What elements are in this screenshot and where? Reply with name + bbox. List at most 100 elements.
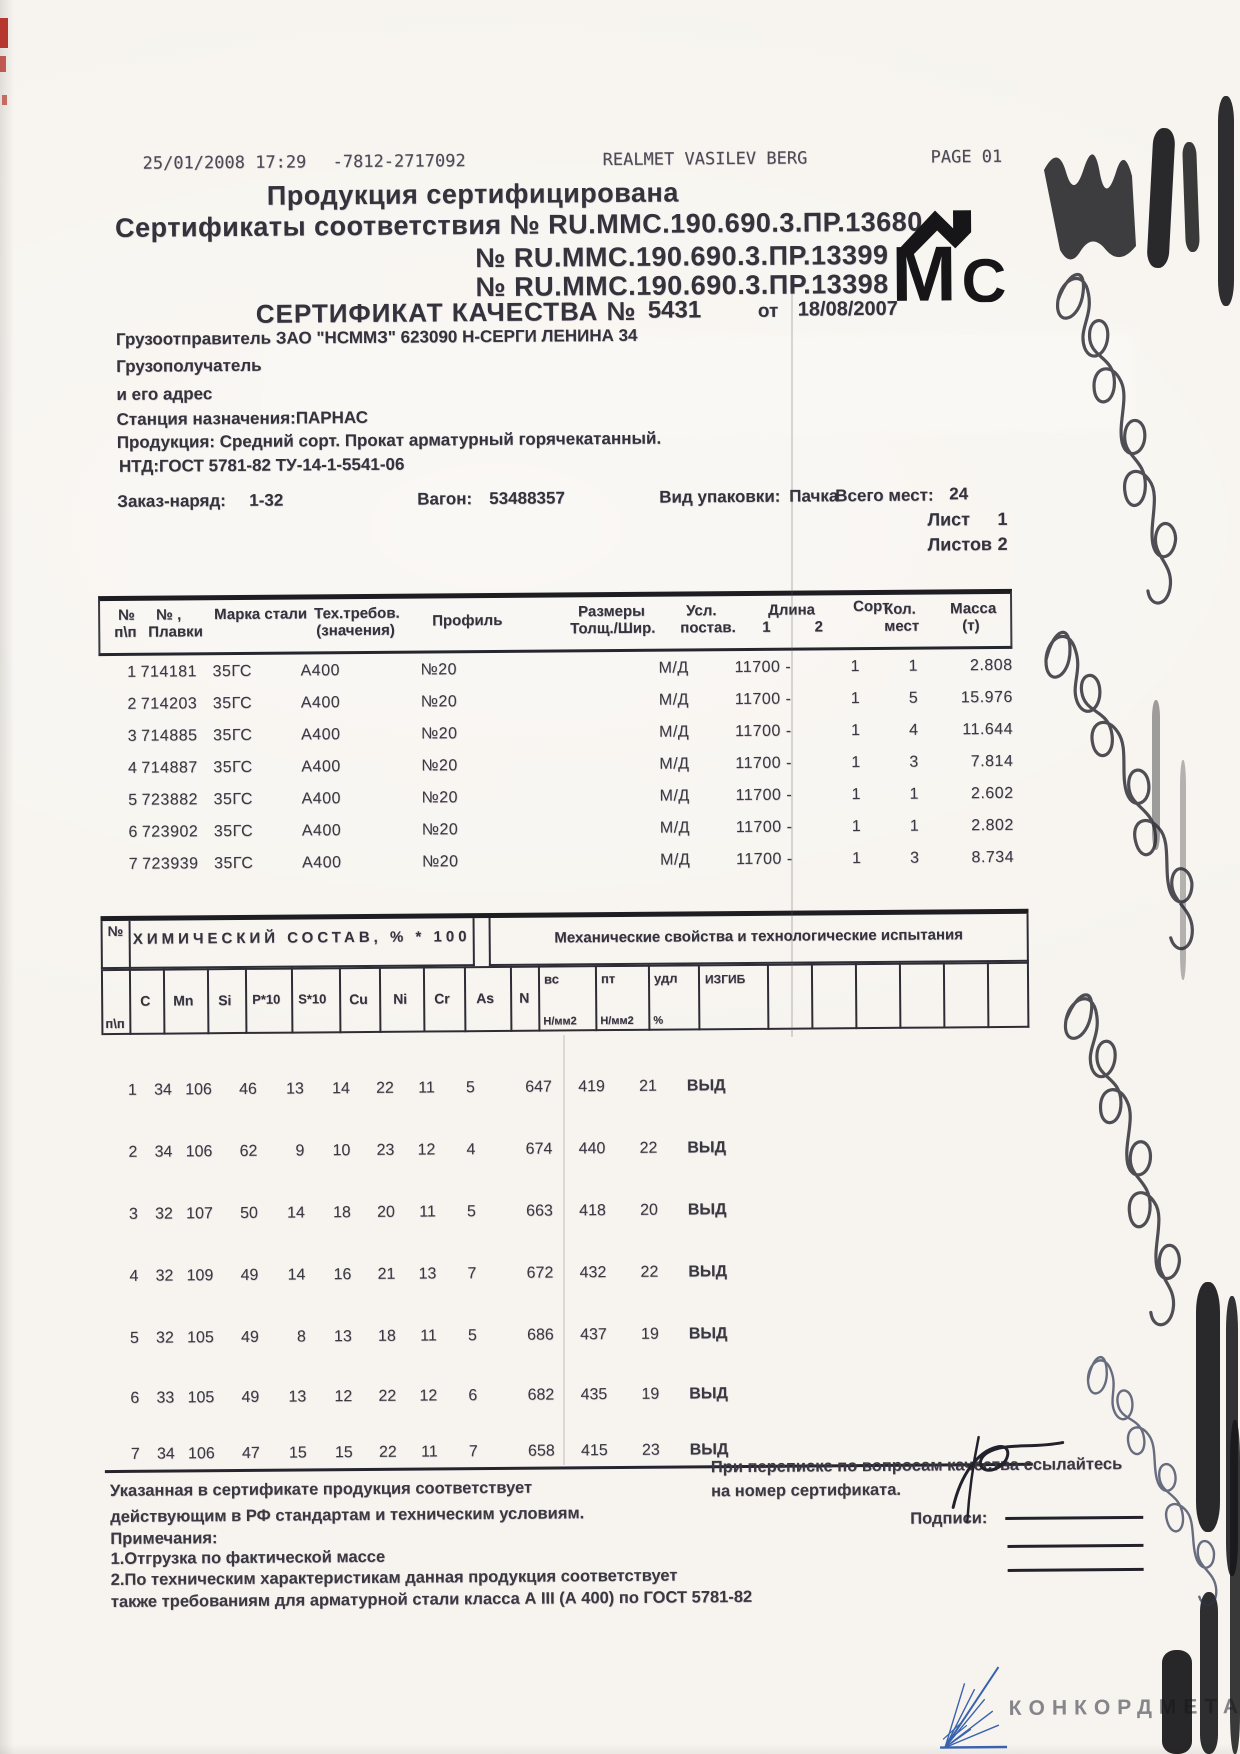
signature-line-3 (1007, 1567, 1144, 1572)
chem-table-columns-row: п\п C Mn Si P*10 S*10 Cu Ni Cr As N вс Н/… (100, 961, 1030, 1036)
notes-label: Примечания: (110, 1529, 218, 1549)
sheet-label: Лист (927, 509, 971, 530)
fax-id: -7812-2717092 (332, 151, 466, 173)
col-element-mn: Mn (164, 968, 210, 1035)
order-label: Заказ-наряд: (117, 491, 226, 511)
col-qty: Кол. мест (884, 600, 920, 635)
ntd-line: НТД:ГОСТ 5781-82 ТУ-14-1-5541-06 (118, 454, 405, 476)
col-size: Размеры Толщ./Шир. (570, 602, 656, 638)
destination-station: Станция назначения:ПАРНАС (116, 407, 369, 429)
melt-row-3: 3 714885 35ГС А400 №20 М/Д 11700 -1 4 11.644 (127, 720, 1014, 745)
sheet-value: 1 (997, 508, 1008, 530)
certificate-date-prefix: от (757, 300, 779, 322)
chem-table-title-row: № ХИМИЧЕСКИЙ СОСТАВ, % * 100 Механически… (100, 913, 1029, 970)
fax-streak (1162, 1650, 1192, 1754)
fax-sender: REALMET VASILEV BERG (602, 148, 808, 171)
note-1: 1.Отгрузка по фактической массе (110, 1547, 386, 1569)
fold-crease-lower (563, 1035, 565, 1465)
fax-streak (1230, 1420, 1240, 1754)
shipper-line: Грузоотправитель ЗАО "НСММЗ" 623090 Н-СЕ… (115, 325, 638, 349)
fax-streak (1200, 1592, 1218, 1754)
melt-row-1: 1 714181 35ГС А400 №20 М/Д 11700 -1 1 2.808 (127, 656, 1013, 681)
col-mech-vs: вс Н/мм2 (539, 965, 598, 1032)
product-line: Продукция: Средний сорт. Прокат арматурн… (116, 428, 662, 452)
handwritten-signature (951, 1435, 1065, 1523)
melt-row-4: 4 714887 35ГС А400 №20 М/Д 11700 -1 3 7.814 (127, 752, 1014, 777)
consignee-address-label: и его адрес (116, 384, 213, 404)
chem-row-4: 4 32 109 49 14 16 21 13 7 672 432 22 ВЫД (129, 1263, 728, 1285)
col-grade: Марка стали (214, 605, 308, 624)
packing-value: Пачка (789, 486, 839, 506)
col-conditions: Усл. постав. (680, 602, 736, 637)
col-element-p10: P*10 (246, 967, 294, 1034)
chem-row-5: 5 32 105 49 8 13 18 11 5 686 437 19 ВЫД (129, 1325, 728, 1347)
scan-edge-mark (0, 18, 8, 48)
melt-row-5: 5 723882 35ГС А400 №20 М/Д 11700 -1 1 2.602 (128, 784, 1014, 809)
total-places-label: Всего мест: (835, 485, 934, 506)
fax-streak (1152, 700, 1160, 850)
scan-edge-mark (2, 95, 7, 105)
col-element-as: As (465, 965, 513, 1033)
chem-row-6: 6 33 105 49 13 12 22 12 6 682 435 19 ВЫД (130, 1385, 728, 1407)
col-empty-5 (944, 962, 990, 1029)
melt-table-header: № п\п № , Плавки Марка стали Тех.требов. (з… (97, 588, 1013, 657)
sail-logo-icon (936, 1661, 1017, 1752)
col-mass: Масса (т) (950, 600, 997, 635)
chem-row-3: 3 32 107 50 14 18 20 11 5 663 418 20 ВЫД (128, 1201, 727, 1223)
col-chem-n: п\п (102, 968, 132, 1036)
melt-row-7: 7 723939 35ГС А400 №20 М/Д 11700 -1 3 8.734 (128, 848, 1015, 873)
scan-edge-mark (0, 56, 6, 72)
svg-text:С: С (961, 247, 1006, 303)
packing-label: Вид упаковки: (659, 486, 781, 507)
certificate-title: СЕРТИФИКАТ КАЧЕСТВА № (255, 295, 637, 329)
footer-left-2: действующим в РФ стандартам и технически… (110, 1504, 585, 1527)
signature-line-2 (1007, 1543, 1144, 1548)
col-n: № п\п (114, 606, 137, 641)
chem-row-1: 1 34 106 46 13 14 22 11 5 647 419 21 ВЫД (127, 1077, 726, 1099)
fax-streak (1196, 1282, 1220, 1532)
col-empty-6 (988, 961, 1030, 1029)
col-empty-3 (856, 962, 902, 1030)
sheets-value: 2 (997, 533, 1008, 555)
col-element-ni: Ni (380, 966, 426, 1033)
chem-composition-title: ХИМИЧЕСКИЙ СОСТАВ, % * 100 (130, 918, 475, 969)
melt-row-2: 2 714203 35ГС А400 №20 М/Д 11700 -1 5 15.976 (127, 688, 1013, 713)
erased-consignee-area (271, 341, 1127, 430)
col-mech-pt: пт Н/мм2 (596, 964, 651, 1032)
col-element-si: Si (208, 967, 248, 1035)
col-empty-4 (900, 962, 946, 1029)
col-element-cu: Cu (340, 966, 382, 1034)
sheets-label: Листов (927, 534, 993, 555)
svg-text:М: М (895, 229, 957, 302)
note-2: 2.По техническим характеристикам данная … (110, 1566, 678, 1590)
col-melt: № , Плавки (148, 606, 203, 641)
note-3: также требованиям для арматурной стали к… (110, 1587, 753, 1612)
order-value: 1-32 (249, 490, 284, 510)
col-element-c: C (130, 968, 166, 1035)
col-mech-bend: ИЗГИБ (699, 963, 770, 1031)
chem-corner-label: № (100, 920, 131, 970)
certified-line: Продукция сертифицирована (266, 177, 679, 211)
col-mech-elong: удл% (649, 964, 701, 1031)
melt-row-6: 6 723902 35ГС А400 №20 М/Д 11700 -1 1 2.802 (128, 816, 1014, 841)
conformity-cert-1: Сертификаты соответствия № RU.ММС.190.69… (114, 206, 923, 243)
col-empty-2 (812, 963, 858, 1030)
total-places-value: 24 (949, 484, 969, 504)
certificate-date: 18/08/2007 (797, 297, 898, 321)
fax-streak (1218, 96, 1234, 306)
footer-right-2: на номер сертификата. (710, 1480, 902, 1501)
fax-page-number: PAGE 01 (930, 146, 1003, 168)
fold-crease-upper (791, 292, 793, 1037)
col-tech: Тех.требов. (значения) (314, 604, 400, 640)
mech-properties-title: Механические свойства и технологические … (488, 913, 1029, 967)
fax-datetime: 25/01/2008 17:29 (142, 152, 307, 174)
col-element-cr: Cr (424, 966, 467, 1033)
col-element-n: N (511, 965, 541, 1032)
footer-left-1: Указанная в сертификате продукция соотве… (109, 1478, 533, 1501)
mc-certification-mark-icon: М С (891, 202, 1016, 318)
col-profile: Профиль (432, 611, 503, 630)
certificate-number: 5431 (647, 296, 702, 324)
col-sort: Сорт (853, 597, 890, 616)
chem-row-2: 2 34 106 62 9 10 23 12 4 674 440 22 ВЫД (128, 1139, 727, 1161)
